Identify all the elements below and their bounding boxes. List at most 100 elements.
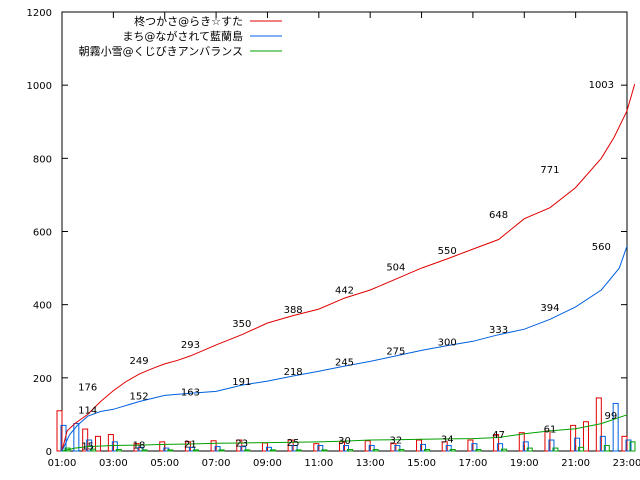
hourly-bar xyxy=(269,449,276,452)
hourly-bar xyxy=(493,434,500,452)
value-label: 550 xyxy=(438,246,457,257)
value-label: 350 xyxy=(232,319,251,330)
hourly-bar xyxy=(210,440,217,452)
hourly-bar xyxy=(86,439,93,452)
hourly-bar xyxy=(621,435,628,452)
hourly-bar xyxy=(629,441,636,452)
hourly-bar xyxy=(522,441,529,452)
hourly-bar xyxy=(449,449,456,452)
hourly-bar xyxy=(115,449,122,452)
value-label: 1003 xyxy=(589,80,614,91)
value-label: 388 xyxy=(284,305,303,316)
y-tick-label: 0 xyxy=(46,447,52,458)
value-labels: 1762492933503884425045506487711003114152… xyxy=(78,80,617,452)
y-tick-label: 200 xyxy=(33,374,52,385)
hourly-bar xyxy=(552,447,559,452)
value-label: 47 xyxy=(492,430,505,441)
y-tick-label: 800 xyxy=(33,154,52,165)
hourly-bar xyxy=(625,439,632,452)
hourly-bar xyxy=(599,435,606,452)
hourly-bars xyxy=(56,397,636,452)
hourly-bar xyxy=(475,449,482,452)
value-label: 394 xyxy=(540,303,559,314)
hourly-bar xyxy=(398,449,405,452)
hourly-bar xyxy=(313,443,320,452)
value-label: 249 xyxy=(129,356,148,367)
value-label: 25 xyxy=(287,438,300,449)
hourly-bar xyxy=(467,439,474,452)
hourly-bar xyxy=(347,449,353,452)
hourly-bar xyxy=(424,449,431,452)
series-line xyxy=(61,245,628,452)
hourly-bar xyxy=(159,441,166,452)
value-label: 15 xyxy=(81,442,94,453)
hourly-bar xyxy=(321,449,328,452)
value-label: 34 xyxy=(441,435,454,446)
cumulative-lines xyxy=(61,83,636,452)
plot-frame xyxy=(61,11,628,452)
hourly-bar xyxy=(214,446,221,452)
hourly-bar xyxy=(95,435,102,452)
hourly-bar xyxy=(192,449,199,452)
value-label: 114 xyxy=(78,405,97,416)
y-tick-label: 600 xyxy=(33,228,52,239)
hourly-bar xyxy=(240,446,247,452)
hourly-bar xyxy=(188,446,195,452)
hourly-bar xyxy=(578,446,585,452)
hourly-bar xyxy=(343,445,349,452)
hourly-bar xyxy=(497,443,504,452)
y-tick-label: 400 xyxy=(33,301,52,312)
series-line xyxy=(61,83,636,452)
series-line xyxy=(61,414,628,452)
value-label: 333 xyxy=(489,325,508,336)
value-label: 442 xyxy=(335,285,354,296)
hourly-bar xyxy=(90,448,97,452)
hourly-bar xyxy=(236,439,243,452)
hourly-bar xyxy=(368,445,375,452)
hourly-bar xyxy=(141,449,148,452)
hourly-bar xyxy=(574,437,581,452)
hourly-bar xyxy=(218,449,225,452)
hourly-bar xyxy=(372,449,379,452)
hourly-bar xyxy=(291,445,298,452)
value-label: 18 xyxy=(133,440,146,451)
y-tick-label: 1000 xyxy=(27,81,52,92)
x-axis: 01:00 03:00 05:00 07:00 09:00 11:00 13:00 15:00… xyxy=(48,12,640,469)
hourly-bar xyxy=(295,449,302,452)
x-tick-label: 19:00 xyxy=(510,458,539,469)
hourly-bar xyxy=(317,445,324,452)
value-label: 300 xyxy=(438,337,457,348)
hourly-bar xyxy=(526,447,533,452)
x-tick-label: 03:00 xyxy=(99,458,128,469)
value-label: 32 xyxy=(389,435,402,446)
hourly-bar xyxy=(416,439,423,452)
hourly-bar xyxy=(501,448,508,452)
hourly-bar xyxy=(73,423,80,452)
hourly-bar xyxy=(394,445,401,452)
value-label: 21 xyxy=(184,439,197,450)
value-label: 293 xyxy=(181,340,200,351)
x-tick-label: 11:00 xyxy=(304,458,333,469)
x-tick-label: 17:00 xyxy=(458,458,487,469)
value-label: 191 xyxy=(232,377,251,388)
hourly-bar xyxy=(603,445,610,452)
value-label: 30 xyxy=(338,436,351,447)
legend-label: 柊つかさ@らき☆すた xyxy=(134,14,243,28)
x-tick-label: 21:00 xyxy=(561,458,590,469)
value-label: 771 xyxy=(540,165,559,176)
hourly-bar xyxy=(137,446,144,452)
hourly-bar xyxy=(111,441,118,452)
hourly-bar xyxy=(107,434,114,452)
hourly-bar xyxy=(167,449,174,452)
hourly-bar xyxy=(265,446,272,452)
hourly-bar xyxy=(390,443,397,452)
value-label: 245 xyxy=(335,357,354,368)
hourly-bar xyxy=(582,421,589,452)
hourly-bar xyxy=(56,410,63,452)
value-label: 504 xyxy=(386,263,405,274)
value-label: 560 xyxy=(592,242,611,253)
x-tick-label: 09:00 xyxy=(253,458,282,469)
x-tick-label: 13:00 xyxy=(356,458,385,469)
